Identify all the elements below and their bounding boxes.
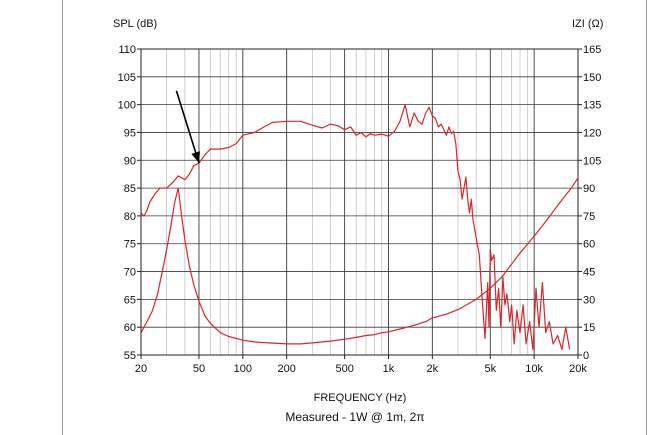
- page-edge-right: [646, 0, 647, 435]
- y-tick-label-right: 30: [583, 294, 595, 306]
- y-tick-label-left: 90: [124, 155, 136, 167]
- y-tick-label-left: 85: [124, 183, 136, 195]
- y-tick-label-right: 90: [583, 183, 595, 195]
- y-ticks-left: 55 60 65 70 75 80 85 90 95 100 105 110: [118, 44, 141, 362]
- y-tick-label-right: 45: [583, 267, 595, 279]
- y-tick-label-left: 65: [124, 294, 136, 306]
- x-tick-label: 20k: [569, 363, 587, 375]
- y-tick-label-left: 100: [118, 100, 136, 112]
- y-tick-label-left: 75: [124, 239, 136, 251]
- chart-caption: Measured - 1W @ 1m, 2π: [285, 410, 424, 424]
- annotation-arrow-head: [191, 151, 200, 164]
- grid: [141, 49, 578, 355]
- x-tick-label: 500: [335, 363, 353, 375]
- y-tick-label-left: 60: [124, 322, 136, 334]
- y-axis-left-label: SPL (dB): [113, 18, 157, 30]
- y-tick-label-left: 95: [124, 127, 136, 139]
- annotations: [175, 90, 200, 164]
- y-tick-label-right: 0: [583, 350, 589, 362]
- y-tick-label-right: 150: [583, 72, 601, 84]
- x-tick-label: 10k: [525, 363, 543, 375]
- y-tick-label-right: 135: [583, 100, 601, 112]
- x-tick-label: 5k: [484, 363, 496, 375]
- y-tick-label-left: 110: [118, 44, 136, 56]
- y-ticks-right: 0 15 30 45 60 75 90 105 120 135 150 165: [578, 44, 601, 362]
- page-edge-left: [62, 0, 63, 435]
- x-tick-label: 2k: [427, 363, 439, 375]
- x-tick-label: 20: [135, 363, 147, 375]
- y-tick-label-left: 105: [118, 72, 136, 84]
- y-axis-right-label: IZI (Ω): [572, 18, 603, 30]
- y-tick-label-right: 105: [583, 155, 601, 167]
- y-tick-label-right: 165: [583, 44, 601, 56]
- y-tick-label-right: 75: [583, 211, 595, 223]
- y-tick-label-right: 60: [583, 239, 595, 251]
- x-tick-label: 100: [234, 363, 252, 375]
- y-tick-label-right: 120: [583, 127, 601, 139]
- plot-frame: [140, 48, 579, 356]
- spl-curve: [141, 104, 571, 350]
- x-tick-label: 200: [277, 363, 295, 375]
- y-tick-label-right: 15: [583, 322, 595, 334]
- y-tick-label-left: 80: [124, 211, 136, 223]
- series-group: [141, 104, 578, 350]
- x-axis-label: FREQUENCY (Hz): [314, 392, 407, 404]
- y-tick-label-left: 55: [124, 350, 136, 362]
- impedance-curve: [141, 178, 578, 345]
- x-ticks: 20 50 100 200 500 1k 2k 5k 10k 20k: [135, 355, 587, 375]
- y-tick-label-left: 70: [124, 267, 136, 279]
- x-tick-label: 50: [193, 363, 205, 375]
- annotation-arrow-shaft: [175, 90, 200, 164]
- x-tick-label: 1k: [383, 363, 395, 375]
